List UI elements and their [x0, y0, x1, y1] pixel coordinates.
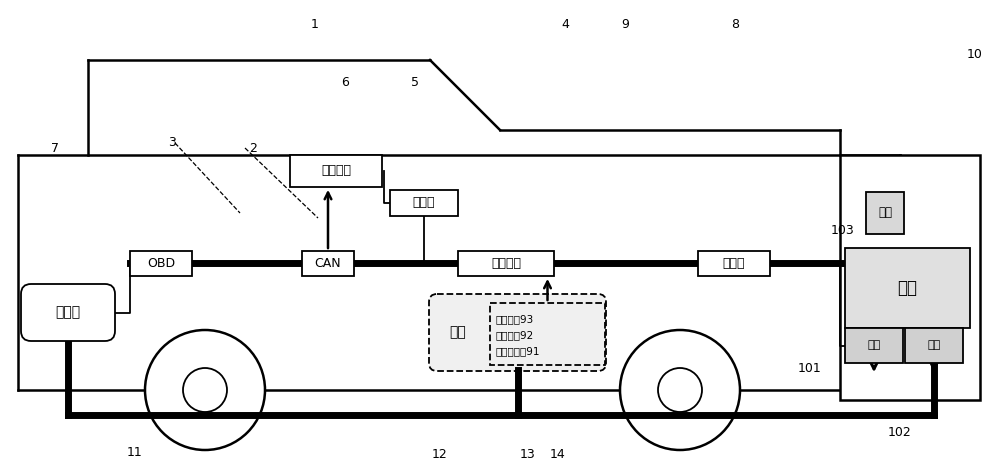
Bar: [845, 248, 970, 328]
FancyBboxPatch shape: [21, 284, 115, 341]
Text: 大气: 大气: [878, 207, 892, 219]
Text: 13: 13: [520, 448, 536, 462]
Text: 10: 10: [967, 48, 983, 61]
Text: 油筱: 油筱: [450, 325, 466, 340]
Text: 9: 9: [621, 19, 629, 31]
Text: 外表面温度91: 外表面温度91: [495, 346, 540, 356]
Bar: [698, 251, 770, 276]
Text: 吸附: 吸附: [867, 341, 881, 351]
Text: OBD: OBD: [147, 257, 175, 270]
Circle shape: [183, 368, 227, 412]
Bar: [845, 328, 903, 363]
Bar: [866, 192, 904, 234]
Circle shape: [145, 330, 265, 450]
Text: 8: 8: [731, 19, 739, 31]
Text: 102: 102: [888, 426, 912, 438]
Bar: [490, 303, 605, 365]
Text: 流量计: 流量计: [723, 257, 745, 270]
Text: 2: 2: [249, 142, 257, 154]
Circle shape: [620, 330, 740, 450]
Circle shape: [658, 368, 702, 412]
Text: 7: 7: [51, 142, 59, 154]
FancyBboxPatch shape: [429, 294, 606, 371]
Text: 6: 6: [341, 76, 349, 88]
Bar: [840, 155, 980, 400]
Text: 测量模块: 测量模块: [491, 257, 521, 270]
Bar: [290, 155, 382, 187]
Text: CAN: CAN: [315, 257, 341, 270]
Bar: [130, 251, 192, 276]
Text: 12: 12: [432, 448, 448, 462]
Text: 14: 14: [550, 448, 566, 462]
Bar: [458, 251, 554, 276]
Text: 内部温度92: 内部温度92: [495, 330, 533, 340]
Text: 5: 5: [411, 76, 419, 88]
Text: 1: 1: [311, 19, 319, 31]
Text: 发动机: 发动机: [55, 305, 81, 320]
Bar: [905, 328, 963, 363]
Text: 脱附: 脱附: [927, 341, 941, 351]
Text: 点烟器: 点烟器: [413, 197, 435, 209]
Text: 11: 11: [127, 446, 143, 458]
Bar: [390, 190, 458, 216]
Text: 4: 4: [561, 19, 569, 31]
Text: 3: 3: [168, 135, 176, 149]
Text: 内部压力93: 内部压力93: [495, 314, 533, 324]
Text: 103: 103: [831, 224, 855, 237]
Text: 控制终端: 控制终端: [321, 164, 351, 178]
Text: 炭罐: 炭罐: [898, 279, 918, 297]
Bar: [302, 251, 354, 276]
Text: 101: 101: [798, 361, 822, 374]
